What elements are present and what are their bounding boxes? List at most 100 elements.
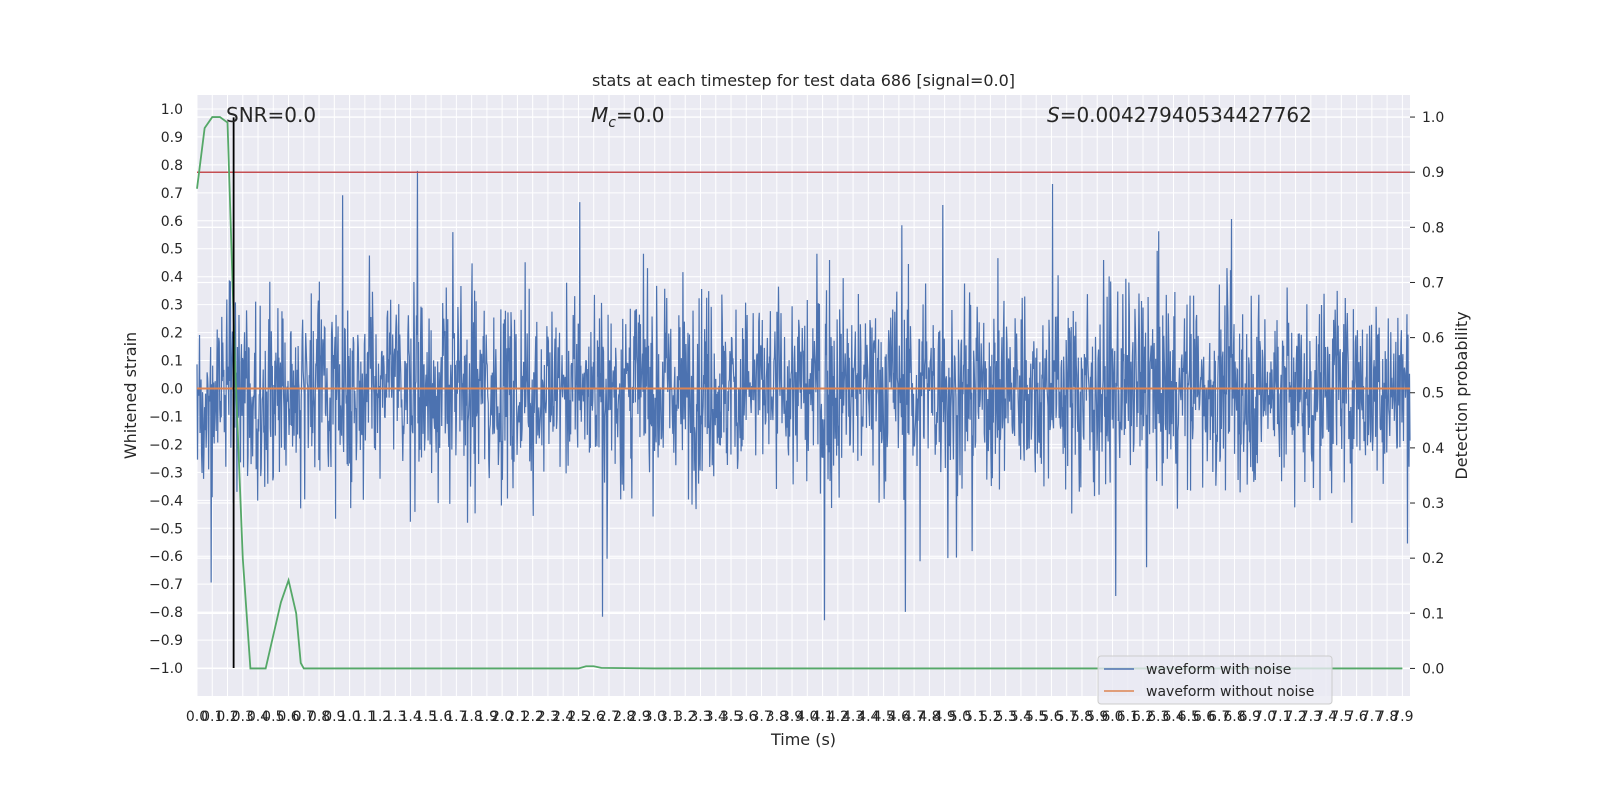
x-tick-label: 5.9 — [1086, 709, 1108, 725]
x-tick-label: 3.5 — [720, 709, 742, 725]
x-tick-label: 5.0 — [949, 709, 971, 725]
x-tick-label: 0.1 — [201, 709, 223, 725]
x-tick-label: 5.5 — [1025, 709, 1047, 725]
x-tick-label: 0.3 — [232, 709, 254, 725]
x-tick-label: 0.4 — [247, 709, 269, 725]
x-tick-label: 3.6 — [735, 709, 757, 725]
y-tick-label-left: −0.8 — [149, 605, 183, 621]
x-tick-label: 4.4 — [857, 709, 879, 725]
x-tick-label: 3.9 — [781, 709, 803, 725]
y-tick-label-left: −0.3 — [149, 465, 183, 481]
x-tick-label: 2.8 — [613, 709, 635, 725]
x-tick-label: 7.4 — [1315, 709, 1337, 725]
x-tick-label: 6.4 — [1162, 709, 1184, 725]
x-tick-label: 2.5 — [567, 709, 589, 725]
x-tick-label: 4.2 — [827, 709, 849, 725]
x-tick-label: 3.0 — [644, 709, 666, 725]
x-tick-label: 3.8 — [766, 709, 788, 725]
annotation-mc-symbol: M — [591, 103, 608, 127]
x-tick-label: 7.9 — [1391, 709, 1413, 725]
y-tick-label-left: −0.7 — [149, 577, 183, 593]
x-tick-label: 5.1 — [964, 709, 986, 725]
x-tick-label: 3.2 — [674, 709, 696, 725]
x-tick-label: 4.9 — [934, 709, 956, 725]
x-tick-label: 1.2 — [369, 709, 391, 725]
x-tick-label: 1.1 — [354, 709, 376, 725]
annotation-mc-sub: c — [608, 115, 616, 131]
detection-probability-line — [196, 116, 1403, 670]
x-tick-label: 2.2 — [522, 709, 544, 725]
x-tick-label: 6.0 — [1101, 709, 1123, 725]
x-tick-label: 2.1 — [506, 709, 528, 725]
x-tick-label: 2.7 — [598, 709, 620, 725]
chart-title: stats at each timestep for test data 686… — [592, 71, 1015, 90]
x-tick-label: 1.9 — [476, 709, 498, 725]
y-axis-label-left: Whitened strain — [121, 332, 140, 459]
y-tick-label-right: 0.3 — [1422, 496, 1444, 512]
x-tick-label: 7.3 — [1300, 709, 1322, 725]
noise-waveform-line — [196, 170, 1411, 621]
annotation-s-symbol: S — [1047, 103, 1060, 127]
x-tick-label: 3.7 — [750, 709, 772, 725]
x-tick-label: 6.7 — [1208, 709, 1230, 725]
y-tick-label-left: −0.1 — [149, 409, 183, 425]
x-tick-label: 4.3 — [842, 709, 864, 725]
y-tick-label-left: 0.4 — [161, 270, 183, 286]
annotation-mc-value: =0.0 — [616, 103, 665, 127]
y-tick-label-left: 0.0 — [161, 382, 183, 398]
y-tick-label-left: 0.6 — [161, 214, 183, 230]
y-tick-label-right: 0.0 — [1422, 661, 1444, 677]
annotation-snr: SNR=0.0 — [226, 103, 316, 127]
y-tick-label-left: 0.1 — [161, 354, 183, 370]
x-tick-label: 2.4 — [552, 709, 574, 725]
x-tick-label: 7.2 — [1284, 709, 1306, 725]
y-tick-label-left: −0.9 — [149, 633, 183, 649]
x-tick-label: 6.1 — [1117, 709, 1139, 725]
y-tick-label-left: −1.0 — [149, 661, 183, 677]
x-tick-label: 6.8 — [1223, 709, 1245, 725]
legend: waveform with noise waveform without noi… — [1097, 655, 1333, 705]
x-tick-label: 1.6 — [430, 709, 452, 725]
y-tick-label-right: 0.7 — [1422, 275, 1444, 291]
x-tick-label: 6.6 — [1193, 709, 1215, 725]
y-tick-label-left: −0.4 — [149, 493, 183, 509]
x-tick-label: 6.5 — [1178, 709, 1200, 725]
y-tick-label-left: −0.2 — [149, 437, 183, 453]
x-tick-label: 7.1 — [1269, 709, 1291, 725]
x-tick-label: 4.8 — [918, 709, 940, 725]
y-tick-label-left: 0.3 — [161, 298, 183, 314]
y-tick-label-right: 0.2 — [1422, 551, 1444, 567]
x-tick-label: 5.7 — [1056, 709, 1078, 725]
x-tick-label: 2.3 — [537, 709, 559, 725]
x-tick-label: 3.3 — [689, 709, 711, 725]
x-tick-label: 1.3 — [384, 709, 406, 725]
y-tick-label-left: 0.8 — [161, 158, 183, 174]
annotation-mc: Mc=0.0 — [591, 103, 665, 131]
y-tick-label-left: −0.5 — [149, 521, 183, 537]
x-tick-label: 7.6 — [1345, 709, 1367, 725]
x-tick-label: 1.8 — [461, 709, 483, 725]
x-tick-label: 0.6 — [277, 709, 299, 725]
x-tick-label: 5.3 — [995, 709, 1017, 725]
y-tick-label-left: 0.9 — [161, 130, 183, 146]
x-tick-label: 2.9 — [628, 709, 650, 725]
series-waveform-with-noise — [196, 170, 1411, 621]
y-axis-label-right: Detection probability — [1452, 311, 1471, 479]
y-tick-label-left: −0.6 — [149, 549, 183, 565]
y-tick-label-right: 0.1 — [1422, 606, 1444, 622]
x-tick-label: 1.7 — [445, 709, 467, 725]
x-tick-label: 5.6 — [1040, 709, 1062, 725]
x-tick-label: 4.5 — [872, 709, 894, 725]
x-tick-label: 6.2 — [1132, 709, 1154, 725]
x-tick-label: 4.1 — [811, 709, 833, 725]
x-tick-label: 5.4 — [1010, 709, 1032, 725]
legend-box — [1097, 655, 1333, 705]
x-tick-label: 7.7 — [1361, 709, 1383, 725]
x-tick-label: 5.8 — [1071, 709, 1093, 725]
x-tick-label: 7.8 — [1376, 709, 1398, 725]
x-tick-label: 0.7 — [293, 709, 315, 725]
legend-label-clean: waveform without noise — [1146, 684, 1314, 700]
x-tick-label: 0.9 — [323, 709, 345, 725]
x-tick-label: 0.5 — [262, 709, 284, 725]
